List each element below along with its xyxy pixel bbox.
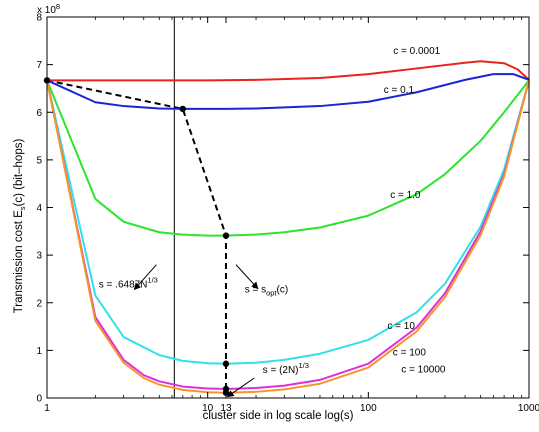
y-exponent-label: x 108 [37, 2, 60, 16]
series-line-1 [46, 73, 530, 110]
series-line-5 [46, 80, 530, 394]
y-tick-label-3: 3 [36, 251, 42, 262]
annotation-arrow-cube-root [133, 264, 157, 291]
x-tick-label-0: 1 [44, 403, 50, 414]
y-tick-label-0: 0 [36, 394, 42, 405]
y-axis-label: Transmission cost Es(c) (bit–hops) [13, 139, 27, 314]
annotation-two-n: s = (2N)1/3 [263, 361, 309, 376]
x-tick-label-1: 10 [202, 403, 214, 414]
series-label-0: c = 0.0001 [393, 46, 440, 57]
series-layer [46, 60, 530, 394]
annotation-layer: c = 0.0001 c = 0.1 c = 1.0 c = 10 c = 100 c =… [43, 46, 446, 398]
annotation-arrow-two-n [226, 377, 255, 398]
y-tick-label-6: 6 [36, 108, 42, 119]
series-label-4: c = 100 [393, 348, 427, 359]
series-line-4 [46, 80, 530, 390]
y-tick-label-7: 7 [36, 60, 42, 71]
optimal-point-1 [179, 105, 186, 113]
annotation-cube-root: s = .6487N1/3 [99, 276, 158, 291]
annotation-arrow-sopt [235, 264, 259, 290]
optimal-path-layer [46, 79, 227, 393]
series-line-3 [46, 80, 530, 365]
optimal-point-3 [222, 360, 230, 367]
y-tick-label-2: 2 [36, 298, 42, 309]
optimal-path-line [46, 79, 227, 393]
plot-area [47, 17, 529, 398]
annotation-sopt: s = sopt(c) [245, 284, 289, 297]
y-tick-label-5: 5 [36, 155, 42, 166]
y-tick-label-1: 1 [36, 346, 42, 357]
x-tick-label-4: 1000 [518, 403, 539, 414]
series-label-3: c = 10 [387, 321, 415, 332]
series-label-2: c = 1.0 [390, 190, 421, 201]
x-tick-label-3: 100 [360, 403, 377, 414]
series-label-5: c = 10000 [401, 364, 446, 375]
optimal-point-2 [222, 232, 230, 239]
x-axis-label: cluster side in log scale log(s) [203, 410, 354, 422]
y-tick-label-8: 8 [36, 13, 42, 24]
x-tick-label-2: 13 [220, 403, 232, 414]
series-label-1: c = 0.1 [384, 85, 415, 96]
plot-background [47, 17, 529, 398]
series-line-2 [46, 79, 530, 237]
y-tick-label-4: 4 [36, 203, 42, 214]
series-line-0 [47, 60, 530, 82]
